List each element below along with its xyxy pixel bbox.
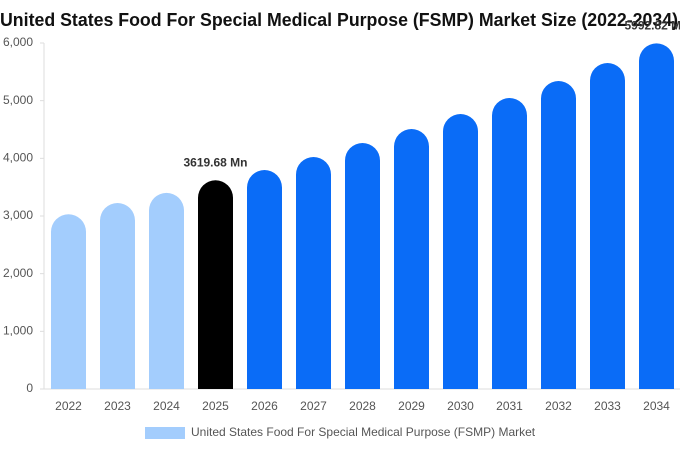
bar [345, 142, 380, 389]
x-tick-label: 2029 [398, 399, 425, 413]
value-label: 5992.82 Mn [624, 19, 680, 33]
bar [51, 214, 86, 389]
y-tick-label: 5,000 [3, 93, 33, 107]
bar [100, 203, 135, 389]
x-tick-label: 2030 [447, 399, 474, 413]
bar [639, 43, 674, 389]
x-tick-label: 2031 [496, 399, 523, 413]
x-tick-label: 2026 [251, 399, 278, 413]
y-tick-label: 6,000 [3, 35, 33, 49]
chart-title: United States Food For Special Medical P… [0, 10, 678, 30]
x-tick-label: 2024 [153, 399, 180, 413]
y-tick-label: 3,000 [3, 208, 33, 222]
y-tick-label: 1,000 [3, 324, 33, 338]
x-tick-label: 2027 [300, 399, 327, 413]
x-tick-label: 2023 [104, 399, 131, 413]
bar [443, 113, 478, 389]
bar [492, 98, 527, 389]
legend-label: United States Food For Special Medical P… [191, 425, 536, 439]
legend-swatch [145, 427, 185, 439]
y-tick-label: 0 [26, 381, 33, 395]
value-label: 3619.68 Mn [183, 155, 247, 169]
x-tick-label: 2033 [594, 399, 621, 413]
bar [247, 170, 282, 389]
bar [198, 180, 233, 389]
bar [394, 129, 429, 389]
bar [541, 81, 576, 390]
x-tick-label: 2028 [349, 399, 376, 413]
x-tick-label: 2032 [545, 399, 572, 413]
x-tick-label: 2025 [202, 399, 229, 413]
bar [149, 192, 184, 389]
x-tick-label: 2022 [55, 399, 82, 413]
bar [296, 157, 331, 389]
y-tick-label: 2,000 [3, 266, 33, 280]
y-tick-label: 4,000 [3, 151, 33, 165]
bar [590, 63, 625, 390]
x-tick-label: 2034 [643, 399, 670, 413]
